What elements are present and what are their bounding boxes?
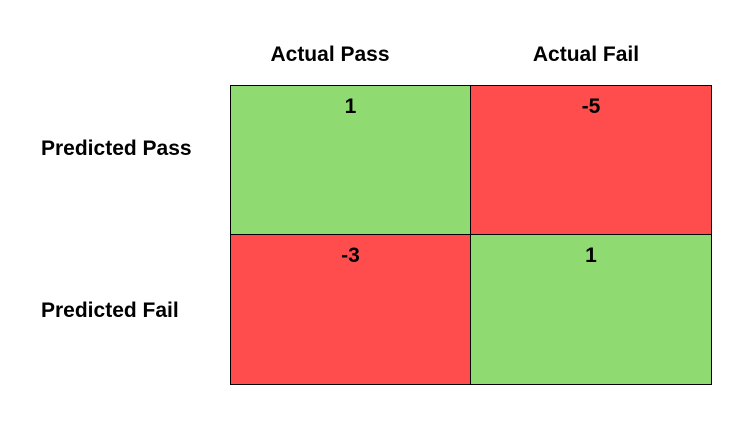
row-header-predicted-pass: Predicted Pass bbox=[41, 137, 192, 160]
cell-value: 1 bbox=[344, 95, 357, 118]
payoff-matrix: 1 -5 -3 1 bbox=[230, 85, 712, 385]
cell-value: -5 bbox=[581, 95, 601, 118]
cell-value: -3 bbox=[341, 244, 360, 267]
cell-predicted-fail-actual-pass: -3 bbox=[231, 235, 471, 384]
cell-predicted-pass-actual-pass: 1 bbox=[231, 86, 471, 235]
row-header-predicted-fail: Predicted Fail bbox=[41, 299, 179, 322]
cell-predicted-fail-actual-fail: 1 bbox=[471, 235, 711, 384]
cell-predicted-pass-actual-fail: -5 bbox=[471, 86, 711, 235]
cell-value: 1 bbox=[585, 244, 597, 267]
column-header-actual-fail: Actual Fail bbox=[532, 43, 640, 66]
column-header-actual-pass: Actual Pass bbox=[270, 43, 390, 66]
